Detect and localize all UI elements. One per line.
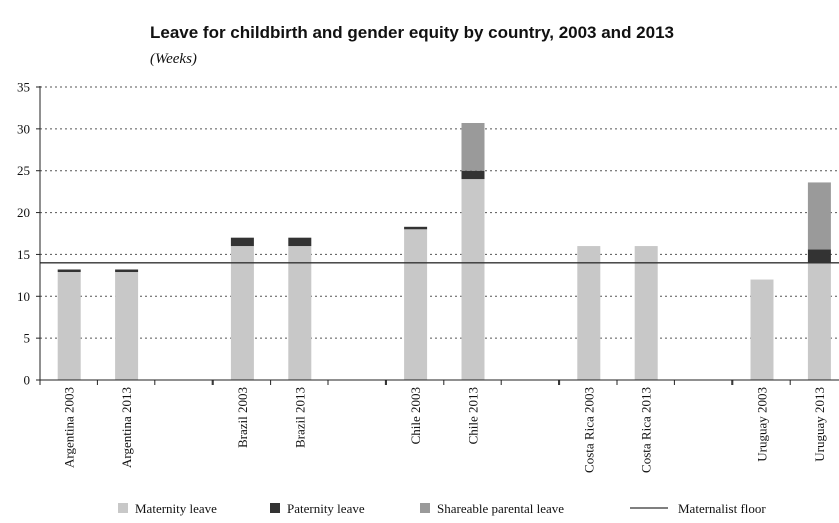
chart-title: Leave for childbirth and gender equity b… bbox=[150, 23, 674, 42]
category-label: Uruguay 2003 bbox=[755, 387, 770, 462]
bar-segment bbox=[288, 237, 312, 247]
bars bbox=[57, 122, 831, 380]
category-label: Argentina 2013 bbox=[119, 387, 134, 468]
category-label: Chile 2013 bbox=[466, 387, 481, 444]
legend-swatch bbox=[420, 503, 430, 513]
bar-segment bbox=[230, 237, 254, 247]
bar-segment bbox=[57, 272, 81, 380]
x-tick-labels: Argentina 2003 Argentina 2013 Brazil 2003 B… bbox=[62, 387, 827, 473]
bar-segment bbox=[807, 262, 831, 380]
y-tick-label: 0 bbox=[24, 373, 31, 388]
bar-segment bbox=[577, 246, 601, 380]
y-tick-label: 35 bbox=[17, 80, 30, 95]
bar-segment bbox=[634, 246, 658, 380]
category-label: Uruguay 2013 bbox=[812, 387, 827, 462]
bar-segment bbox=[230, 246, 254, 380]
category-label: Argentina 2003 bbox=[62, 387, 77, 468]
legend-swatch bbox=[118, 503, 128, 513]
legend-label: Shareable parental leave bbox=[437, 501, 564, 516]
y-tick-labels: 0 5 10 15 20 25 30 35 bbox=[17, 80, 30, 388]
bar-segment bbox=[461, 179, 485, 380]
category-label: Costa Rica 2013 bbox=[639, 387, 654, 473]
legend-swatch bbox=[270, 503, 280, 513]
y-tick-label: 20 bbox=[17, 205, 30, 220]
category-label: Costa Rica 2003 bbox=[581, 387, 596, 473]
y-tick-label: 30 bbox=[17, 121, 30, 136]
grid bbox=[40, 86, 839, 339]
y-tick-label: 15 bbox=[17, 247, 30, 262]
bar-segment bbox=[807, 182, 831, 250]
y-tick-label: 5 bbox=[24, 331, 31, 346]
y-tick-label: 25 bbox=[17, 163, 30, 178]
category-label: Chile 2003 bbox=[408, 387, 423, 444]
category-label: Brazil 2013 bbox=[292, 387, 307, 448]
bar-segment bbox=[115, 269, 139, 273]
y-tick-label: 10 bbox=[17, 289, 30, 304]
bar-segment bbox=[461, 170, 485, 180]
legend: Maternity leave Paternity leave Shareable … bbox=[118, 501, 766, 516]
legend-label: Maternalist floor bbox=[678, 501, 766, 516]
bar-segment bbox=[750, 279, 774, 380]
bar-segment bbox=[115, 272, 139, 380]
legend-label: Maternity leave bbox=[135, 501, 217, 516]
bar-segment bbox=[288, 246, 312, 380]
bar-segment bbox=[404, 226, 428, 230]
category-label: Brazil 2003 bbox=[235, 387, 250, 448]
bar-segment bbox=[461, 122, 485, 171]
axes bbox=[36, 86, 839, 385]
bar-segment bbox=[57, 269, 81, 273]
bar-segment bbox=[807, 249, 831, 263]
chart-subtitle: (Weeks) bbox=[150, 51, 197, 67]
bar-segment bbox=[404, 229, 428, 380]
legend-label: Paternity leave bbox=[287, 501, 365, 516]
